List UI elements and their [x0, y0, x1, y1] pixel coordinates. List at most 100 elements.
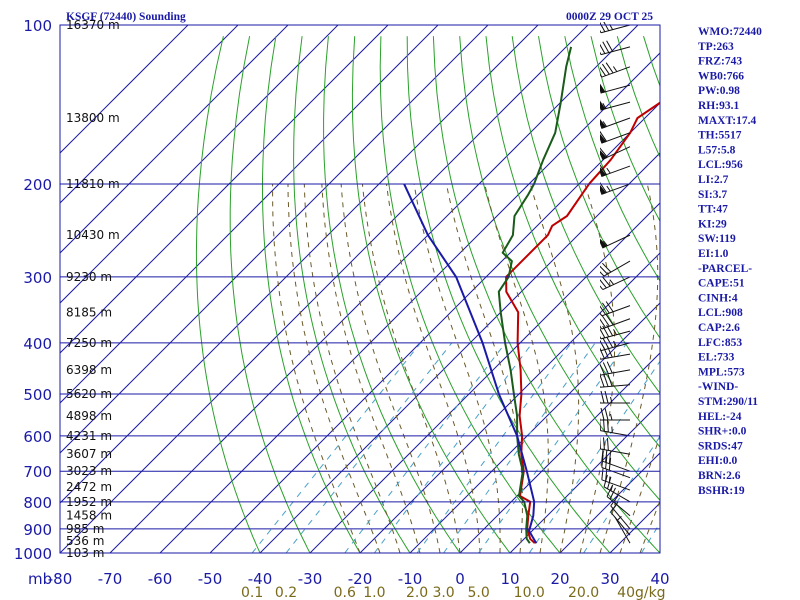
- wind-barb: [600, 260, 631, 277]
- isotherm-line: [159, 52, 660, 553]
- moist-adiabat-line: [484, 183, 549, 553]
- height-label: 11810 m: [66, 177, 120, 191]
- moist-adiabat-line: [445, 183, 523, 553]
- mixing-ratio-label: 0.1: [241, 585, 263, 600]
- moist-adiabat-line: [361, 183, 461, 553]
- pressure-tick-label: 500: [23, 386, 52, 404]
- dewpoint-profile-line: [497, 46, 573, 544]
- dry-adiabat-line: [749, 36, 800, 564]
- temperature-tick-label: -20: [348, 570, 373, 588]
- mixing-ratio-line: [373, 342, 533, 553]
- isotherm-line: [559, 452, 660, 553]
- temperature-tick-label: -40: [248, 570, 273, 588]
- dry-adiabat-line: [293, 36, 411, 553]
- stat-line: SI:3.7: [698, 189, 727, 201]
- dry-adiabat-line: [564, 36, 660, 282]
- stat-line: STM:290/11: [698, 396, 758, 408]
- isotherm-line: [60, 25, 589, 553]
- stat-line: EI:1.0: [698, 248, 729, 260]
- stat-line: -PARCEL-: [698, 263, 752, 275]
- height-label: 3607 m: [66, 447, 112, 461]
- pressure-tick-label: 700: [23, 463, 52, 481]
- temperature-tick-label: -60: [148, 570, 173, 588]
- pressure-tick-label: 600: [23, 428, 52, 446]
- height-label: 1458 m: [66, 509, 112, 523]
- isotherm-line: [309, 202, 660, 553]
- moist-adiabat-line: [386, 183, 481, 553]
- stat-line: BSHR:19: [698, 485, 745, 497]
- pressure-tick-label: 1000: [14, 545, 52, 563]
- pressure-tick-label: 400: [23, 335, 52, 353]
- mixing-ratio-label: 40g/kg: [617, 585, 665, 600]
- isotherm-line: [209, 102, 660, 553]
- stat-line: WB0:766: [698, 70, 744, 82]
- wind-barb: [600, 436, 631, 455]
- wind-barb: [600, 301, 631, 317]
- height-label: 985 m: [66, 522, 104, 536]
- temperature-tick-label: 10: [500, 570, 519, 588]
- temperature-profile-line: [505, 101, 660, 544]
- stat-line: SRDS:47: [698, 440, 743, 452]
- stat-line: L57:5.8: [698, 144, 736, 156]
- stat-line: CINH:4: [698, 292, 738, 304]
- stat-line: LCL:908: [698, 307, 743, 319]
- stat-line: KI:29: [698, 218, 727, 230]
- mixing-ratio-line: [416, 342, 572, 553]
- mixing-ratio-label: 5.0: [467, 585, 489, 600]
- isotherm-line: [259, 152, 660, 553]
- chart-title: KSGF (72440) Sounding: [66, 11, 186, 23]
- wind-barb: [600, 407, 630, 421]
- height-label: 4898 m: [66, 409, 112, 423]
- wind-barb: [600, 374, 631, 388]
- wind-barb: [600, 130, 631, 144]
- dry-adiabat-line: [262, 36, 361, 553]
- stat-line: SW:119: [698, 233, 736, 245]
- mixing-ratio-label: 0.2: [275, 585, 297, 600]
- mixing-ratio-line: [251, 342, 421, 553]
- isotherm-line: [459, 352, 660, 553]
- mixing-ratio-line: [344, 342, 506, 553]
- moist-adiabat-line: [287, 183, 381, 553]
- isotherm-line: [60, 25, 239, 204]
- stat-line: TT:47: [698, 204, 728, 216]
- moist-adiabat-line: [529, 183, 580, 553]
- dry-adiabat-line: [511, 36, 660, 394]
- isotherm-line: [109, 25, 639, 553]
- temperature-tick-label: 20: [550, 570, 569, 588]
- isotherm-line: [409, 302, 660, 553]
- pressure-tick-label: 200: [23, 176, 52, 194]
- isotherm-line: [60, 25, 439, 404]
- moist-adiabat-line: [619, 433, 660, 553]
- wind-barb: [600, 100, 631, 111]
- isotherm-line: [509, 402, 660, 553]
- stat-line: SHR+:0.0: [698, 426, 747, 438]
- temperature-tick-label: -30: [298, 570, 323, 588]
- temperature-tick-label: -50: [198, 570, 223, 588]
- height-label: 6398 m: [66, 363, 112, 377]
- pressure-unit-label: mb: [28, 570, 52, 588]
- wind-barb: [600, 83, 631, 94]
- height-label: 16370 m: [66, 18, 120, 32]
- height-label: 13800 m: [66, 111, 120, 125]
- stat-line: -WIND-: [698, 381, 738, 393]
- dry-adiabat-line: [379, 36, 561, 553]
- stat-line: LI:2.7: [698, 174, 729, 186]
- stat-line: MPL:573: [698, 366, 745, 378]
- mixing-ratio-line: [528, 360, 660, 553]
- moist-adiabat-line: [303, 183, 401, 553]
- mixing-ratio-line: [583, 435, 660, 553]
- dry-adiabat-line: [459, 36, 660, 502]
- stat-line: WMO:72440: [698, 26, 762, 38]
- wind-barb: [600, 164, 631, 177]
- mixing-ratio-label: 10.0: [514, 585, 545, 600]
- height-label: 7250 m: [66, 336, 112, 350]
- height-label: 5620 m: [66, 387, 112, 401]
- isotherm-line: [60, 25, 289, 254]
- stat-line: MAXT:17.4: [698, 115, 756, 127]
- pressure-tick-label: 900: [23, 521, 52, 539]
- height-label: 9230 m: [66, 270, 112, 284]
- sounding-datetime: 0000Z 29 OCT 25: [566, 11, 653, 23]
- moist-adiabat-line: [413, 183, 501, 553]
- moist-adiabat-line: [272, 183, 361, 553]
- wind-barb: [600, 234, 631, 249]
